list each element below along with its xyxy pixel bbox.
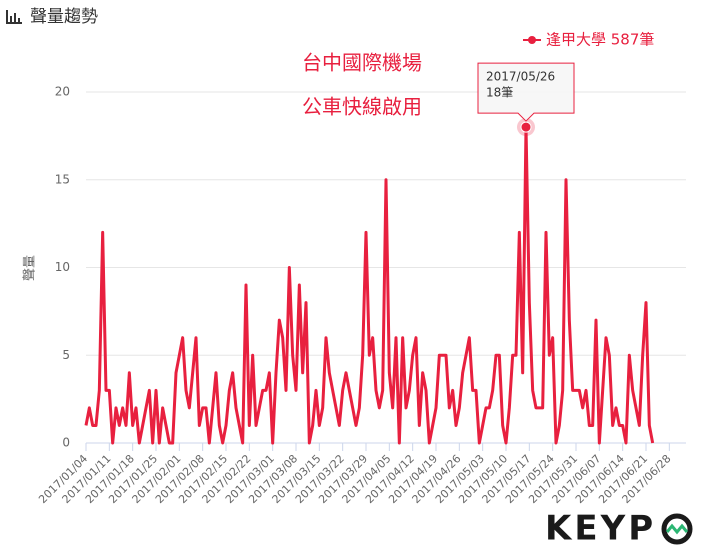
header-title: 聲量趨勢 xyxy=(30,7,98,27)
series-line xyxy=(84,125,655,445)
tooltip-box xyxy=(477,62,575,122)
logo-text: KEYP xyxy=(545,509,656,549)
logo: KEYP xyxy=(545,509,693,549)
tooltip-title: 2017/05/26 xyxy=(486,70,555,84)
legend-label[interactable]: 逢甲大學 587筆 xyxy=(546,31,654,49)
annotation: 台中國際機場 xyxy=(302,51,422,75)
legend-marker xyxy=(528,36,536,44)
y-tick-label: 0 xyxy=(62,436,70,450)
tooltip-text: 18筆 xyxy=(486,86,513,100)
chart-icon xyxy=(6,10,22,24)
y-tick-label: 20 xyxy=(55,85,70,99)
y-axis-label: 聲量 xyxy=(22,255,38,281)
highlight-point xyxy=(520,121,532,133)
logo-icon xyxy=(661,513,693,545)
logo-wave xyxy=(665,523,689,535)
y-tick-label: 10 xyxy=(55,260,70,274)
annotation: 公車快線啟用 xyxy=(302,95,422,119)
y-tick-label: 15 xyxy=(55,172,70,186)
y-tick-label: 5 xyxy=(62,348,70,362)
